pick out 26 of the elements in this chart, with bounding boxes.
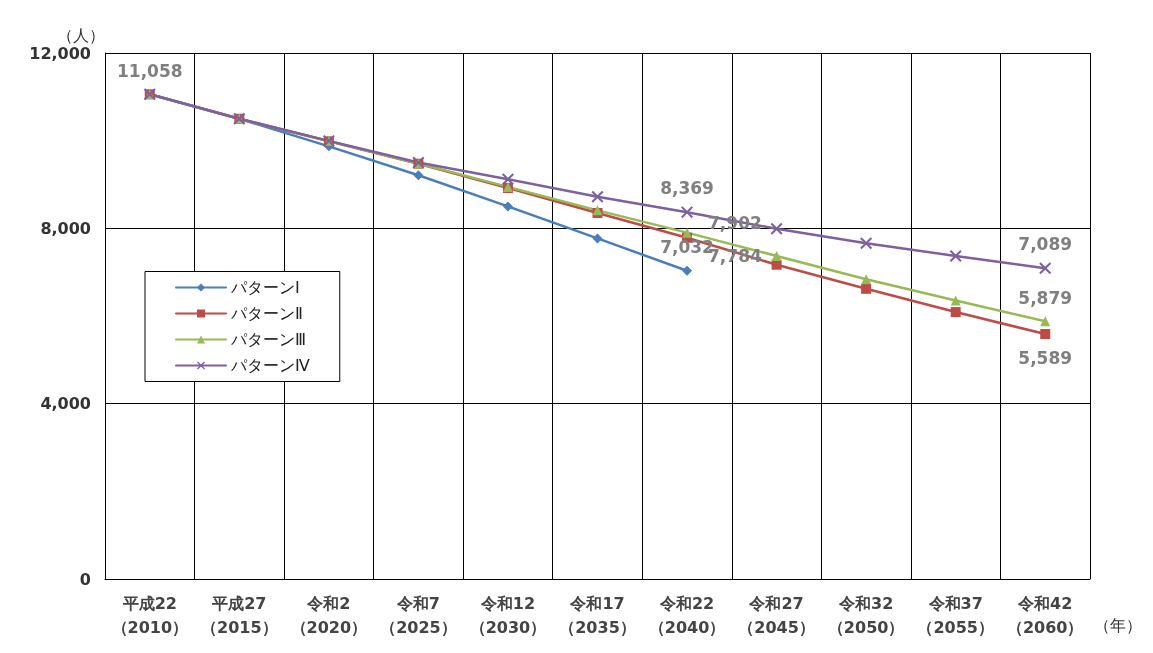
x-tick-label: 平成27 （2015） bbox=[201, 593, 278, 637]
x-tick-label: 令和12 （2030） bbox=[469, 593, 547, 637]
data-label: 11,058 bbox=[116, 60, 183, 81]
data-label: 7,089 bbox=[1018, 233, 1073, 254]
x-tick-label: 令和17 （2035） bbox=[559, 593, 636, 637]
x-tick-label: 令和22 （2040） bbox=[648, 593, 726, 637]
legend-label: パターンⅠ bbox=[230, 278, 300, 297]
x-tick-label: 令和27 （2045） bbox=[738, 593, 815, 637]
data-label: 5,589 bbox=[1018, 347, 1073, 368]
x-tick-label: 令和2 （2020） bbox=[290, 593, 368, 637]
data-label: 5,879 bbox=[1018, 287, 1073, 308]
x-tick-label: 令和32 （2050） bbox=[827, 593, 905, 637]
y-tick-label: 4,000 bbox=[40, 394, 91, 414]
legend-label: パターンⅣ bbox=[230, 356, 310, 375]
x-axis-title: （年） bbox=[1094, 615, 1142, 635]
data-label: 8,369 bbox=[660, 177, 714, 198]
x-tick-label: 令和37 （2055） bbox=[917, 593, 994, 637]
legend-label: パターンⅡ bbox=[230, 304, 303, 323]
x-tick-label: 令和42 （2060） bbox=[1006, 593, 1084, 637]
y-tick-label: 12,000 bbox=[29, 43, 91, 63]
legend-label: パターンⅢ bbox=[230, 330, 307, 349]
y-tick-label: 8,000 bbox=[40, 218, 91, 238]
y-axis-title: （人） bbox=[57, 25, 105, 45]
x-tick-label: 令和7 （2025） bbox=[380, 593, 457, 637]
x-tick-label: 平成22 （2010） bbox=[111, 593, 189, 637]
y-tick-label: 0 bbox=[79, 569, 91, 589]
